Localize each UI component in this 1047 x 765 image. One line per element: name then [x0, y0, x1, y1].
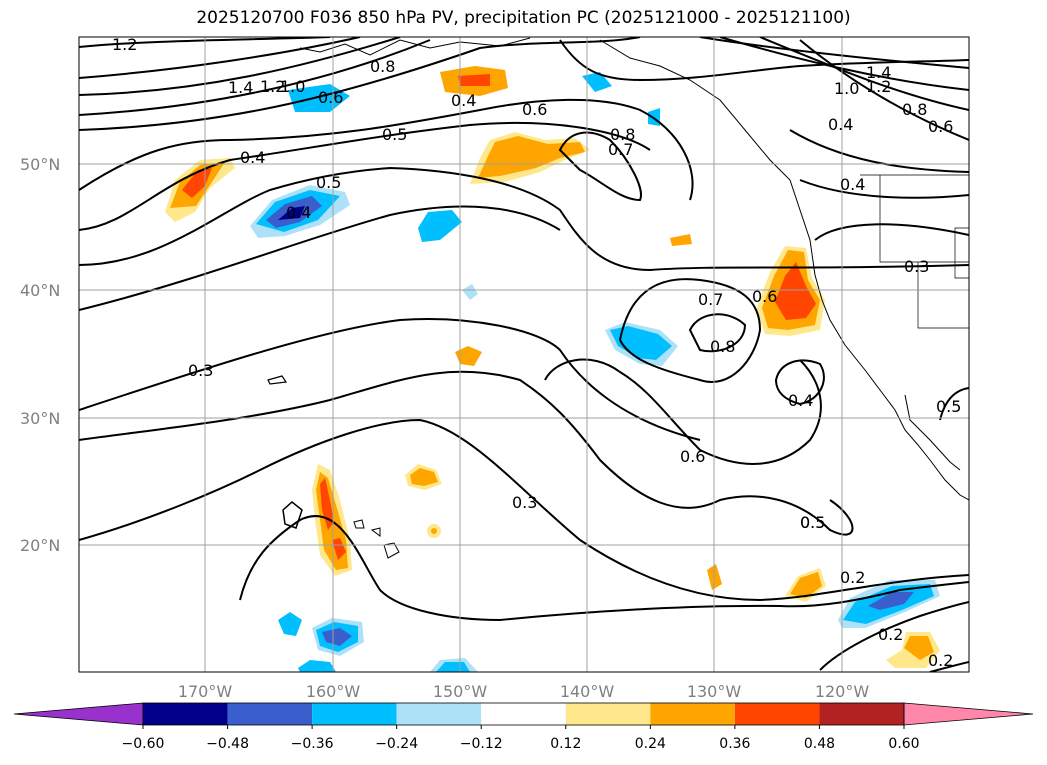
colorbar-tick-label: 0.48 [804, 736, 835, 752]
colorbar-tick-label: 0.36 [719, 736, 750, 752]
contour-label: 0.7 [698, 290, 723, 309]
colorbar-segment [143, 703, 228, 725]
lat-axis: 50°N 40°N 30°N 20°N [20, 155, 60, 555]
lon-axis: 170°W 160°W 150°W 140°W 130°W 120°W [178, 682, 870, 701]
shade-positive [332, 538, 346, 560]
colorbar-tick-label: 0.12 [550, 736, 581, 752]
contour-label: 0.4 [240, 148, 265, 167]
shade-positive [790, 572, 822, 598]
shade-negative [322, 628, 352, 646]
graticule [79, 37, 969, 672]
shade-negative [462, 284, 478, 300]
contour-label: 0.5 [936, 397, 961, 416]
contour-label: 1.0 [280, 77, 305, 96]
lon-tick-label: 160°W [306, 682, 361, 701]
contour-label: 0.5 [382, 125, 407, 144]
colorbar-extend-low [13, 702, 144, 726]
colorbar-segment [396, 703, 482, 725]
contour-label: 1.4 [866, 63, 891, 82]
contour-label: 0.8 [370, 57, 395, 76]
colorbar-segment [819, 703, 904, 725]
shade-positive [455, 346, 482, 366]
shade-negative [288, 84, 350, 112]
contour-label: 0.4 [788, 391, 813, 410]
contour-label: 0.6 [522, 100, 547, 119]
lon-tick-label: 170°W [178, 682, 233, 701]
shade-positive [670, 234, 692, 246]
contour-label: 1.0 [834, 79, 859, 98]
colorbar-segment [481, 703, 566, 725]
shade-negative [278, 612, 302, 636]
colorbar-tick-label: −0.48 [206, 736, 249, 752]
contour-label: 0.6 [752, 287, 777, 306]
contour-label: 0.7 [608, 140, 633, 159]
contour-label: 1.2 [112, 35, 137, 54]
shade-negative [610, 326, 672, 360]
contour-label: 0.3 [904, 257, 929, 276]
colorbar-segment [565, 703, 651, 725]
shade-positive [458, 74, 490, 86]
colorbar-tick-label: −0.24 [375, 736, 418, 752]
colorbar-extend-high [903, 702, 1034, 726]
colorbar-tick-label: 0.24 [635, 736, 666, 752]
contour-label: 0.8 [902, 100, 927, 119]
contour-label: 0.4 [840, 175, 865, 194]
contour-label: 0.6 [680, 447, 705, 466]
shade-positive [320, 478, 334, 530]
lat-tick-label: 30°N [20, 409, 60, 428]
shade-negative [298, 660, 336, 672]
contour-label: 0.6 [318, 88, 343, 107]
pv-contours [79, 37, 969, 672]
colorbar-segment [227, 703, 313, 725]
contour-label: 0.2 [928, 651, 953, 670]
lat-tick-label: 50°N [20, 155, 60, 174]
lat-tick-label: 40°N [20, 281, 60, 300]
map-title: 2025120700 F036 850 hPa PV, precipitatio… [196, 8, 851, 28]
shade-positive [478, 136, 585, 178]
lon-tick-label: 140°W [560, 682, 615, 701]
contour-label: 0.5 [316, 173, 341, 192]
contour-label: 0.4 [286, 203, 311, 222]
contour-label: 0.5 [800, 513, 825, 532]
contour-label: 1.2 [866, 77, 891, 96]
colorbar: −0.60 −0.48 −0.36 −0.24 −0.12 0.12 0.24 0.36 0.4… [13, 702, 1034, 752]
shade-positive [410, 468, 438, 486]
colorbar-outline [142, 702, 905, 726]
shade-negative [436, 662, 470, 672]
contour-label: 0.2 [840, 568, 865, 587]
contour-label: 0.2 [878, 625, 903, 644]
shade-positive [775, 262, 816, 320]
contour-label: 1.4 [228, 78, 253, 97]
lon-tick-label: 150°W [433, 682, 488, 701]
contour-label: 0.8 [710, 337, 735, 356]
contour-label: 1.2 [260, 77, 285, 96]
contour-label: 0.8 [610, 125, 635, 144]
shade-negative [868, 592, 914, 610]
map-border [78, 36, 970, 673]
colorbar-tick-label: 0.60 [888, 736, 919, 752]
shade-positive [431, 528, 437, 534]
shade-negative [582, 72, 612, 92]
coastlines [267, 37, 969, 559]
contour-label: 0.4 [828, 115, 853, 134]
lon-tick-label: 120°W [815, 682, 870, 701]
colorbar-segment [734, 703, 820, 725]
colorbar-segment [650, 703, 735, 725]
shade-positive [904, 636, 934, 660]
shade-negative [418, 210, 462, 242]
contour-label: 0.4 [451, 91, 476, 110]
contour-label: 0.6 [928, 117, 953, 136]
contour-label: 0.5 [800, 513, 825, 532]
lat-tick-label: 20°N [20, 536, 60, 555]
shade-negative [278, 206, 305, 220]
contour-label-group: 1.2 1.4 1.2 1.0 0.6 0.8 0.5 0.4 0.6 0.5 … [112, 35, 961, 670]
lon-tick-label: 130°W [687, 682, 742, 701]
colorbar-tick-label: −0.12 [460, 736, 503, 752]
colorbar-segment [312, 703, 397, 725]
colorbar-tick-label: −0.36 [291, 736, 334, 752]
contour-label: 0.3 [512, 493, 537, 512]
contour-label: 0.3 [188, 361, 213, 380]
colorbar-tick-label: −0.60 [122, 736, 165, 752]
